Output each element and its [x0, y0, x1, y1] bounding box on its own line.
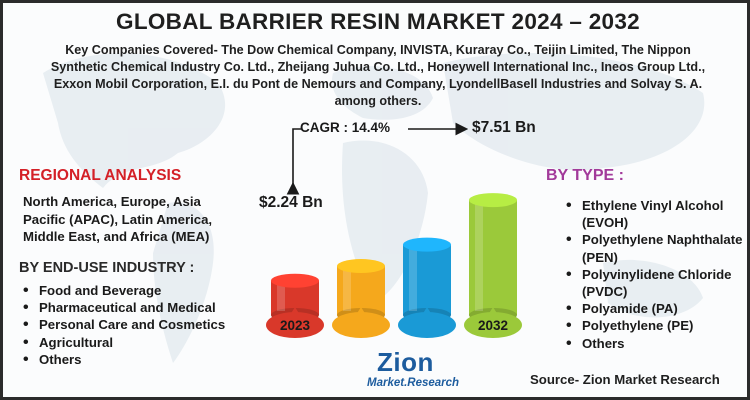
type-item: Polyethylene (PE): [566, 317, 746, 334]
year-label: 2032: [478, 318, 508, 333]
start-value-label: $2.24 Bn: [259, 194, 323, 211]
end-use-item: Agricultural: [23, 334, 238, 351]
companies-line: among others.: [334, 94, 422, 108]
year-badge-1: 2023: [266, 307, 324, 338]
bar-4: [469, 193, 517, 322]
cagr-arrow: [286, 128, 301, 195]
year-badge-2: [332, 307, 390, 338]
year-badge-4: 2032: [464, 307, 522, 338]
type-item: Polyamide (PA): [566, 300, 746, 317]
type-item: Polyvinylidene Chloride (PVDC): [566, 266, 746, 300]
end-use-item: Personal Care and Cosmetics: [23, 316, 238, 333]
key-companies: Key Companies Covered- The Dow Chemical …: [21, 42, 735, 110]
cagr-label: CAGR : 14.4%: [300, 120, 391, 135]
year-label: 2023: [280, 318, 311, 333]
source-text: Source- Zion Market Research: [530, 372, 720, 387]
type-item: Polyethylene Naphthalate (PEN): [566, 231, 746, 265]
bar-3: [403, 237, 451, 322]
end-use-heading: BY END-USE INDUSTRY :: [19, 260, 195, 276]
companies-line: Exxon Mobil Corporation, E.I. du Pont de…: [53, 77, 703, 91]
companies-line: Synthetic Chemical Industry Co. Ltd., Zh…: [50, 60, 706, 74]
market-bar-chart: 2023 2032: [266, 122, 522, 338]
end-use-item: Food and Beverage: [23, 282, 238, 299]
logo-subtitle: Market.Research: [367, 377, 460, 389]
end-use-item: Pharmaceutical and Medical: [23, 299, 238, 316]
end-value-label: $7.51 Bn: [472, 119, 536, 136]
type-item: Others: [566, 335, 746, 352]
end-use-item: Others: [23, 351, 238, 368]
type-item: Ethylene Vinyl Alcohol (EVOH): [566, 197, 746, 231]
zion-logo: Zion Market.Research: [345, 347, 465, 397]
by-type-heading: BY TYPE :: [546, 167, 624, 184]
regional-analysis-text: North America, Europe, Asia Pacific (APA…: [23, 194, 213, 244]
year-badge-3: [398, 307, 456, 338]
end-use-list: Food and Beverage Pharmaceutical and Med…: [23, 282, 238, 368]
companies-line: Key Companies Covered- The Dow Chemical …: [65, 43, 691, 57]
page-title: GLOBAL BARRIER RESIN MARKET 2024 – 2032: [116, 9, 640, 34]
by-type-list: Ethylene Vinyl Alcohol (EVOH) Polyethyle…: [566, 197, 746, 352]
logo-word: Zion: [377, 347, 434, 377]
regional-analysis-heading: REGIONAL ANALYSIS: [19, 167, 182, 184]
